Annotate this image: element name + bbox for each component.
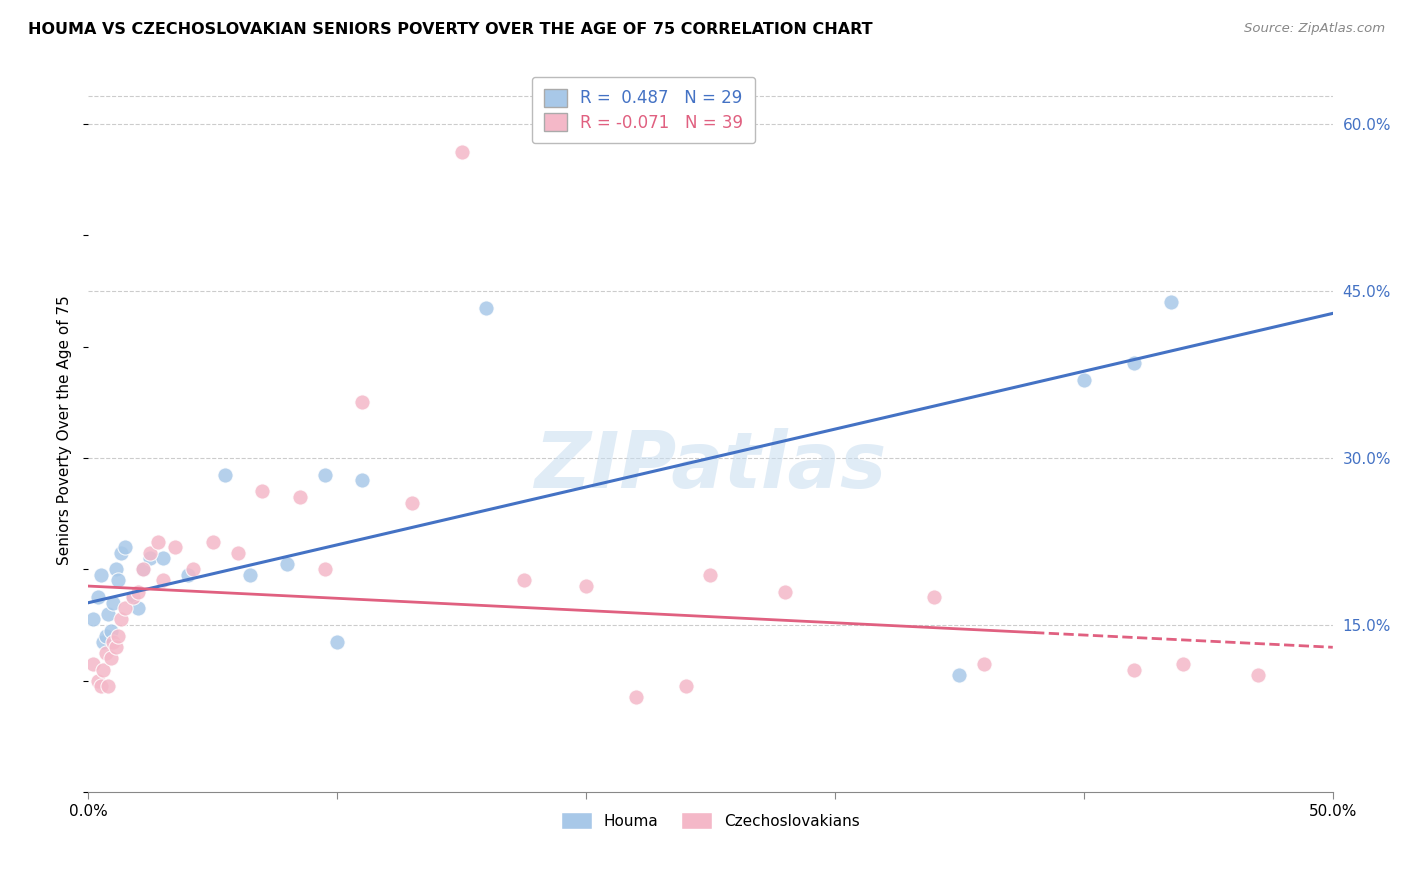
- Point: [90, 568, 112, 582]
- Point: [90, 679, 112, 693]
- Point: [1122, 356, 1144, 370]
- Point: [948, 668, 970, 682]
- Point: [214, 467, 236, 482]
- Point: [239, 568, 262, 582]
- Point: [146, 534, 169, 549]
- Legend: Houma, Czechoslovakians: Houma, Czechoslovakians: [555, 806, 866, 835]
- Point: [350, 395, 373, 409]
- Text: ZIPatlas: ZIPatlas: [534, 428, 887, 504]
- Point: [773, 584, 796, 599]
- Point: [973, 657, 995, 671]
- Point: [1160, 295, 1182, 310]
- Point: [101, 634, 124, 648]
- Point: [127, 601, 149, 615]
- Point: [276, 557, 298, 571]
- Point: [110, 612, 132, 626]
- Point: [110, 546, 132, 560]
- Point: [165, 540, 187, 554]
- Point: [1073, 373, 1095, 387]
- Point: [1247, 668, 1270, 682]
- Point: [122, 590, 145, 604]
- Point: [104, 562, 127, 576]
- Point: [132, 562, 155, 576]
- Point: [475, 301, 498, 315]
- Point: [288, 490, 311, 504]
- Point: [924, 590, 946, 604]
- Point: [201, 534, 224, 549]
- Point: [699, 568, 721, 582]
- Point: [181, 562, 204, 576]
- Point: [401, 495, 423, 509]
- Point: [87, 590, 110, 604]
- Point: [152, 551, 174, 566]
- Text: HOUMA VS CZECHOSLOVAKIAN SENIORS POVERTY OVER THE AGE OF 75 CORRELATION CHART: HOUMA VS CZECHOSLOVAKIAN SENIORS POVERTY…: [28, 22, 873, 37]
- Point: [87, 673, 110, 688]
- Point: [94, 646, 117, 660]
- Point: [100, 624, 122, 638]
- Point: [139, 551, 162, 566]
- Point: [132, 562, 155, 576]
- Point: [97, 607, 120, 621]
- Point: [326, 634, 349, 648]
- Point: [122, 590, 145, 604]
- Y-axis label: Seniors Poverty Over the Age of 75: Seniors Poverty Over the Age of 75: [58, 295, 72, 566]
- Point: [107, 629, 129, 643]
- Point: [252, 484, 274, 499]
- Point: [513, 574, 536, 588]
- Point: [114, 540, 136, 554]
- Point: [139, 546, 162, 560]
- Point: [104, 640, 127, 655]
- Point: [114, 601, 136, 615]
- Point: [314, 467, 336, 482]
- Point: [450, 145, 472, 159]
- Point: [101, 596, 124, 610]
- Point: [91, 634, 114, 648]
- Point: [82, 657, 104, 671]
- Point: [314, 562, 336, 576]
- Point: [1173, 657, 1195, 671]
- Point: [177, 568, 200, 582]
- Point: [107, 574, 129, 588]
- Point: [152, 574, 174, 588]
- Point: [624, 690, 647, 705]
- Point: [94, 629, 117, 643]
- Point: [82, 612, 104, 626]
- Point: [91, 663, 114, 677]
- Point: [575, 579, 598, 593]
- Point: [97, 679, 120, 693]
- Point: [350, 473, 373, 487]
- Point: [1122, 663, 1144, 677]
- Point: [100, 651, 122, 665]
- Point: [675, 679, 697, 693]
- Point: [226, 546, 249, 560]
- Text: Source: ZipAtlas.com: Source: ZipAtlas.com: [1244, 22, 1385, 36]
- Point: [127, 584, 149, 599]
